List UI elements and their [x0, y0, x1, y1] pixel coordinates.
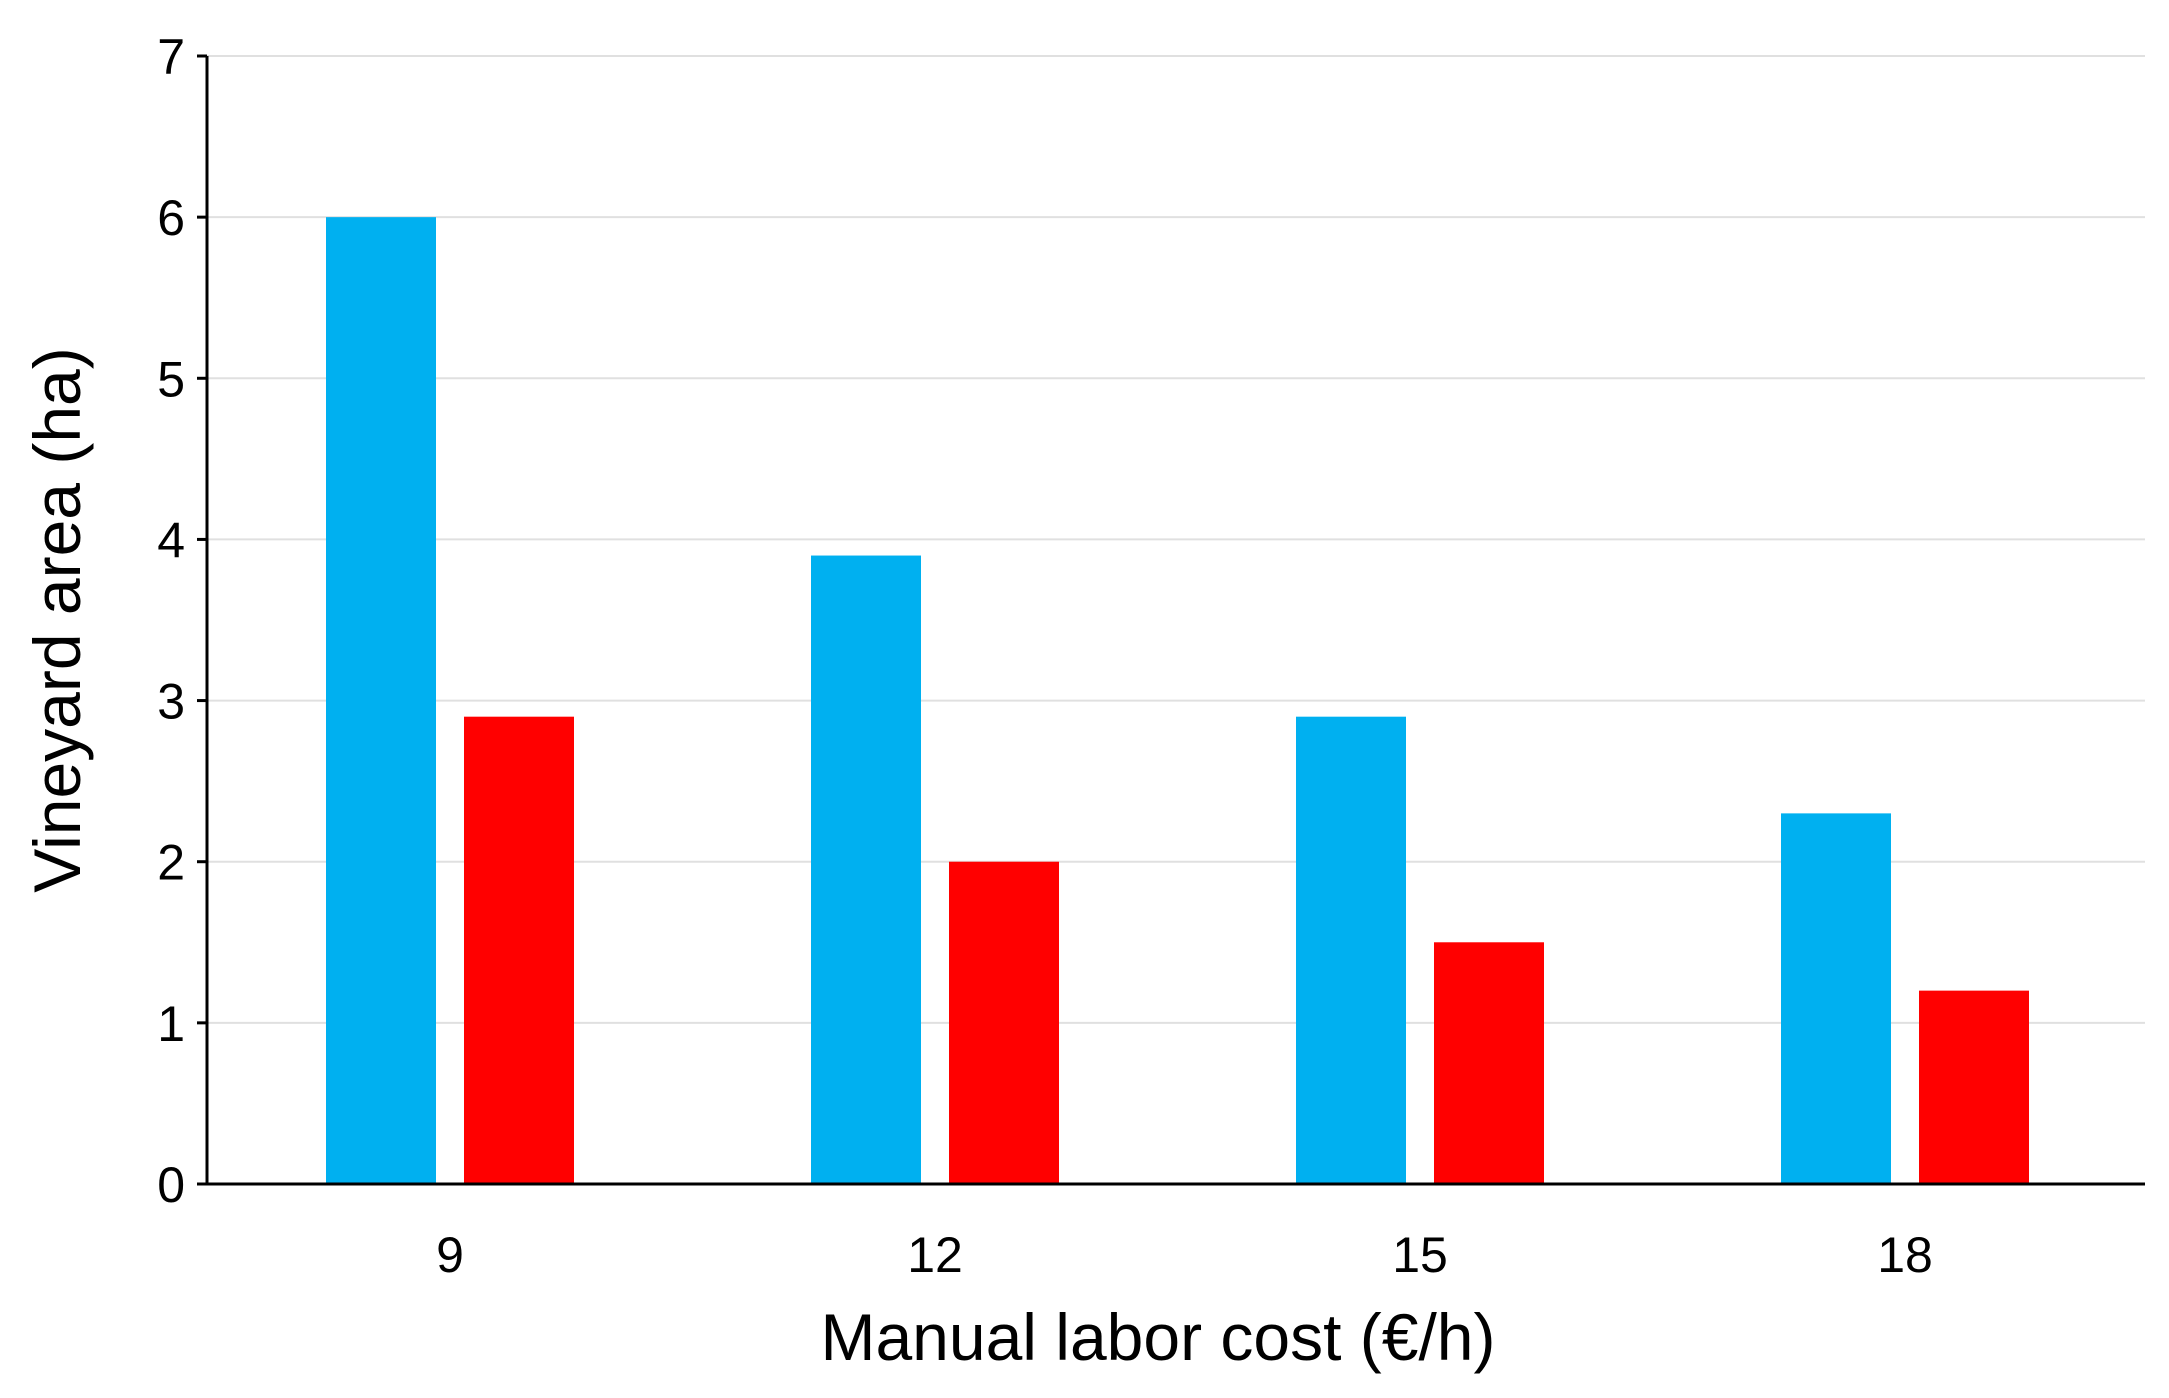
y-tick-label: 5 [157, 351, 185, 407]
x-tick-label: 18 [1877, 1227, 1933, 1283]
y-tick-label: 0 [157, 1157, 185, 1213]
bar [1919, 990, 2029, 1184]
bar [811, 555, 921, 1184]
bar [1781, 813, 1891, 1184]
y-tick-label: 3 [157, 674, 185, 730]
y-tick-label: 2 [157, 835, 185, 891]
bar [949, 861, 1059, 1184]
bar [464, 716, 574, 1184]
bar [1296, 716, 1406, 1184]
bar [326, 217, 436, 1185]
bar [1434, 942, 1544, 1184]
x-tick-label: 15 [1392, 1227, 1448, 1283]
y-tick-label: 1 [157, 996, 185, 1052]
x-axis-title: Manual labor cost (€/h) [821, 1300, 1496, 1374]
x-tick-label: 9 [436, 1227, 464, 1283]
y-axis-title: Vineyard area (ha) [20, 347, 94, 892]
y-tick-label: 6 [157, 190, 185, 246]
x-tick-label: 12 [907, 1227, 963, 1283]
y-tick-label: 4 [157, 512, 185, 568]
y-tick-label: 7 [157, 29, 185, 85]
